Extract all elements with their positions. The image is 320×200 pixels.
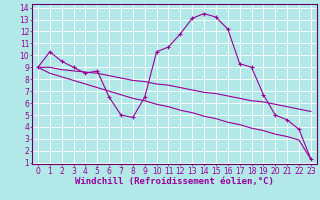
X-axis label: Windchill (Refroidissement éolien,°C): Windchill (Refroidissement éolien,°C): [75, 177, 274, 186]
